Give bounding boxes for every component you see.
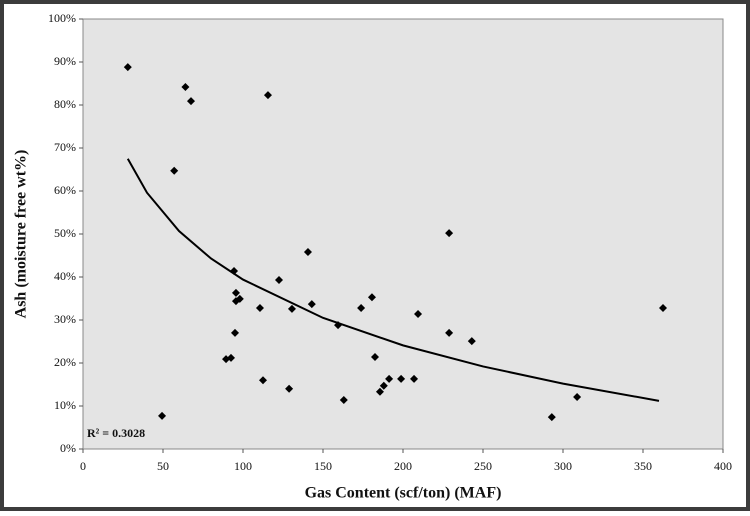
data-point	[230, 266, 239, 275]
plot-area	[82, 18, 724, 450]
data-point	[255, 303, 264, 312]
x-tick-label: 350	[634, 459, 652, 473]
y-tick-label: 80%	[54, 97, 76, 111]
data-point	[397, 374, 406, 383]
data-point	[259, 376, 267, 385]
data-point	[285, 384, 294, 393]
data-point	[367, 293, 376, 302]
y-tick-label: 40%	[54, 269, 76, 283]
trendline	[126, 158, 660, 402]
data-point	[379, 381, 388, 390]
data-point	[287, 304, 296, 313]
y-tick-label: 100%	[48, 11, 76, 25]
data-point	[227, 353, 235, 362]
data-point	[235, 294, 244, 303]
data-point	[187, 97, 195, 106]
y-tick-label: 50%	[54, 226, 76, 240]
data-point	[339, 395, 348, 404]
x-tick-label: 100	[234, 459, 252, 473]
data-point	[181, 82, 190, 91]
data-point	[385, 374, 394, 383]
y-tick-label: 20%	[54, 355, 76, 369]
x-tick-label: 400	[714, 459, 732, 473]
data-point	[307, 300, 316, 309]
data-point	[231, 328, 239, 337]
data-point	[231, 288, 240, 297]
data-point	[334, 321, 343, 330]
data-point	[445, 229, 454, 238]
data-point	[275, 276, 283, 285]
data-point	[410, 374, 419, 383]
y-tick-label: 70%	[54, 140, 76, 154]
y-tick-label: 30%	[54, 312, 76, 326]
data-point	[573, 392, 582, 401]
x-axis-title: Gas Content (scf/ton) (MAF)	[305, 485, 502, 502]
y-tick-label: 0%	[60, 441, 76, 455]
x-tick-label: 250	[474, 459, 492, 473]
data-point	[170, 166, 179, 175]
data-point	[547, 413, 556, 422]
x-tick-label: 300	[554, 459, 572, 473]
data-point	[357, 303, 366, 312]
x-tick-label: 150	[314, 459, 332, 473]
x-tick-label: 0	[80, 459, 86, 473]
y-tick-label: 90%	[54, 54, 76, 68]
r-squared: R² = 0.3028	[87, 426, 145, 440]
data-point	[123, 63, 132, 72]
data-point	[375, 387, 384, 396]
data-point	[659, 303, 667, 312]
data-point	[445, 328, 454, 337]
data-point	[467, 337, 476, 346]
data-point	[303, 248, 312, 257]
data-point	[158, 411, 167, 420]
data-point	[263, 91, 272, 100]
data-point	[371, 352, 379, 361]
x-tick-label: 200	[394, 459, 412, 473]
y-tick-label: 10%	[54, 398, 76, 412]
x-tick-label: 50	[157, 459, 169, 473]
data-point	[414, 309, 423, 318]
y-tick-label: 60%	[54, 183, 76, 197]
y-axis-title: Ash (moisture free wt%)	[13, 150, 30, 319]
